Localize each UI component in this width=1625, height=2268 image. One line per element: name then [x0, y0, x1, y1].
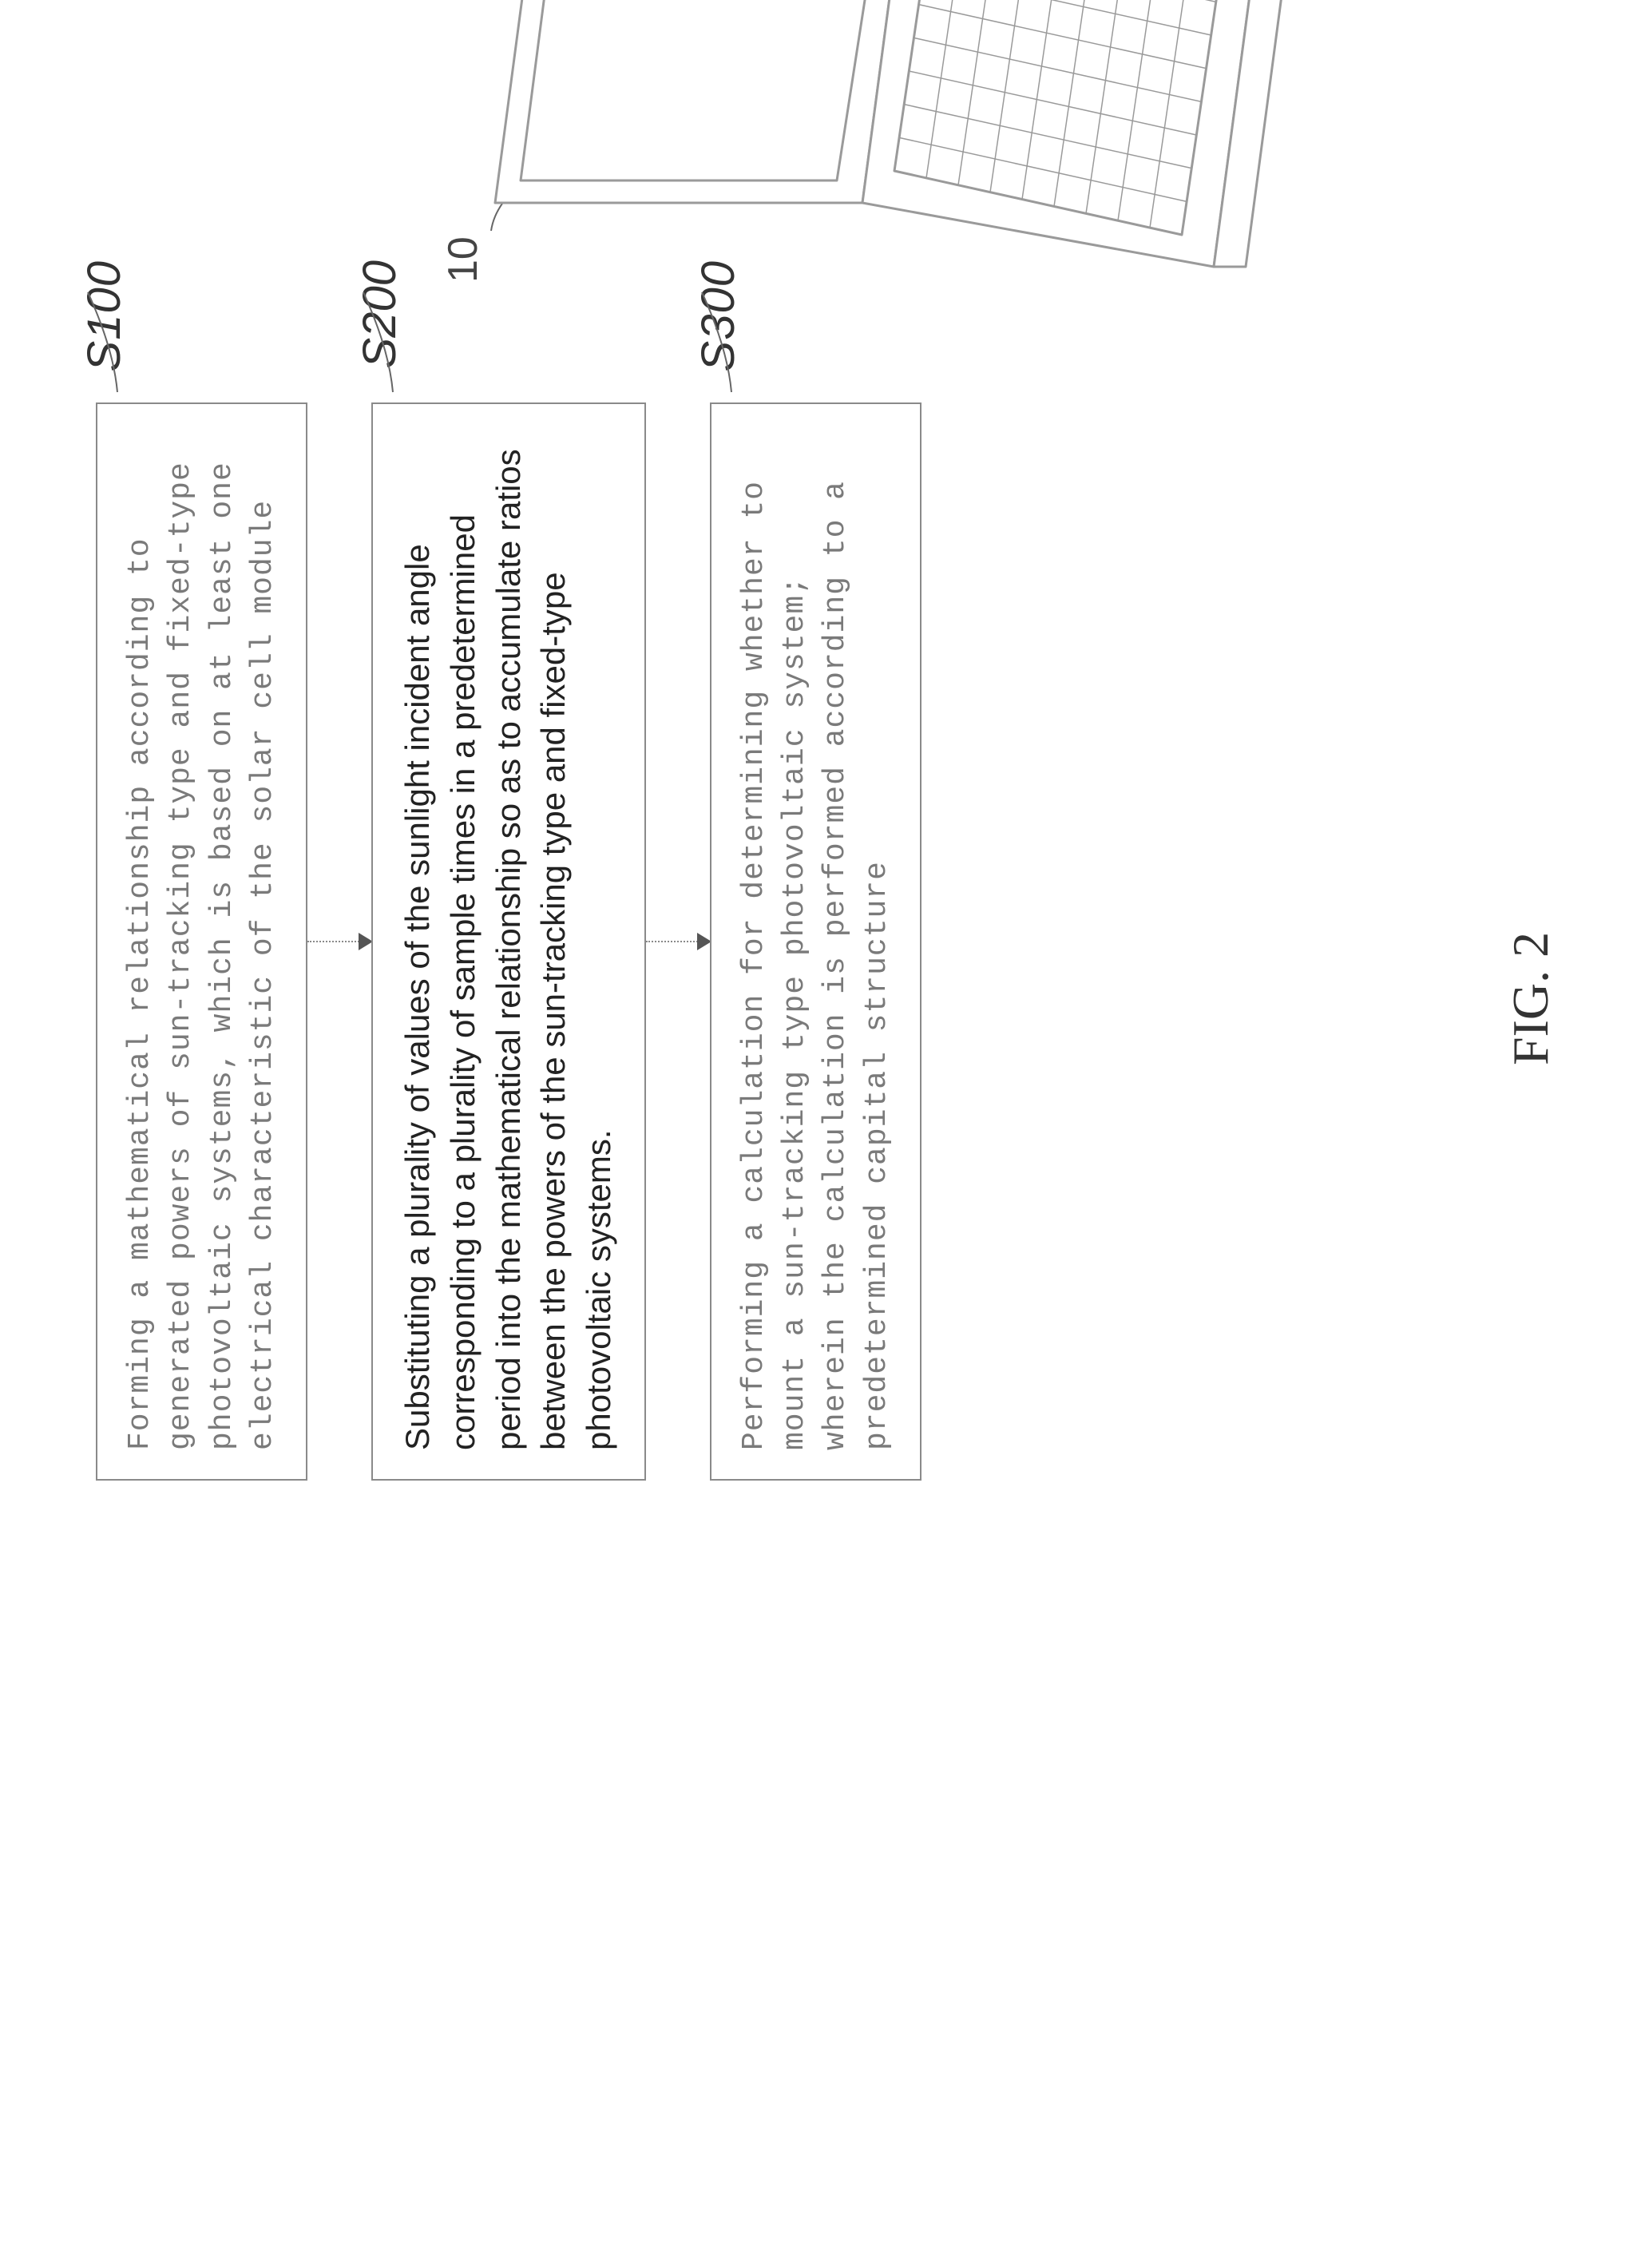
figure-2-caption: FIG. 2 [1501, 932, 1560, 1065]
laptop-illustration [479, 0, 1357, 307]
flow-arrow [307, 941, 371, 942]
page-canvas: Forming a mathematical relationship acco… [0, 0, 1625, 1624]
flow-step-s300: Performing a calculation for determining… [710, 402, 921, 1481]
flow-arrow [646, 941, 710, 942]
flow-step-s200: Substituting a plurality of values of th… [371, 402, 645, 1481]
flowchart-fig2: Forming a mathematical relationship acco… [96, 402, 921, 1481]
flow-step-s100: Forming a mathematical relationship acco… [96, 402, 307, 1481]
